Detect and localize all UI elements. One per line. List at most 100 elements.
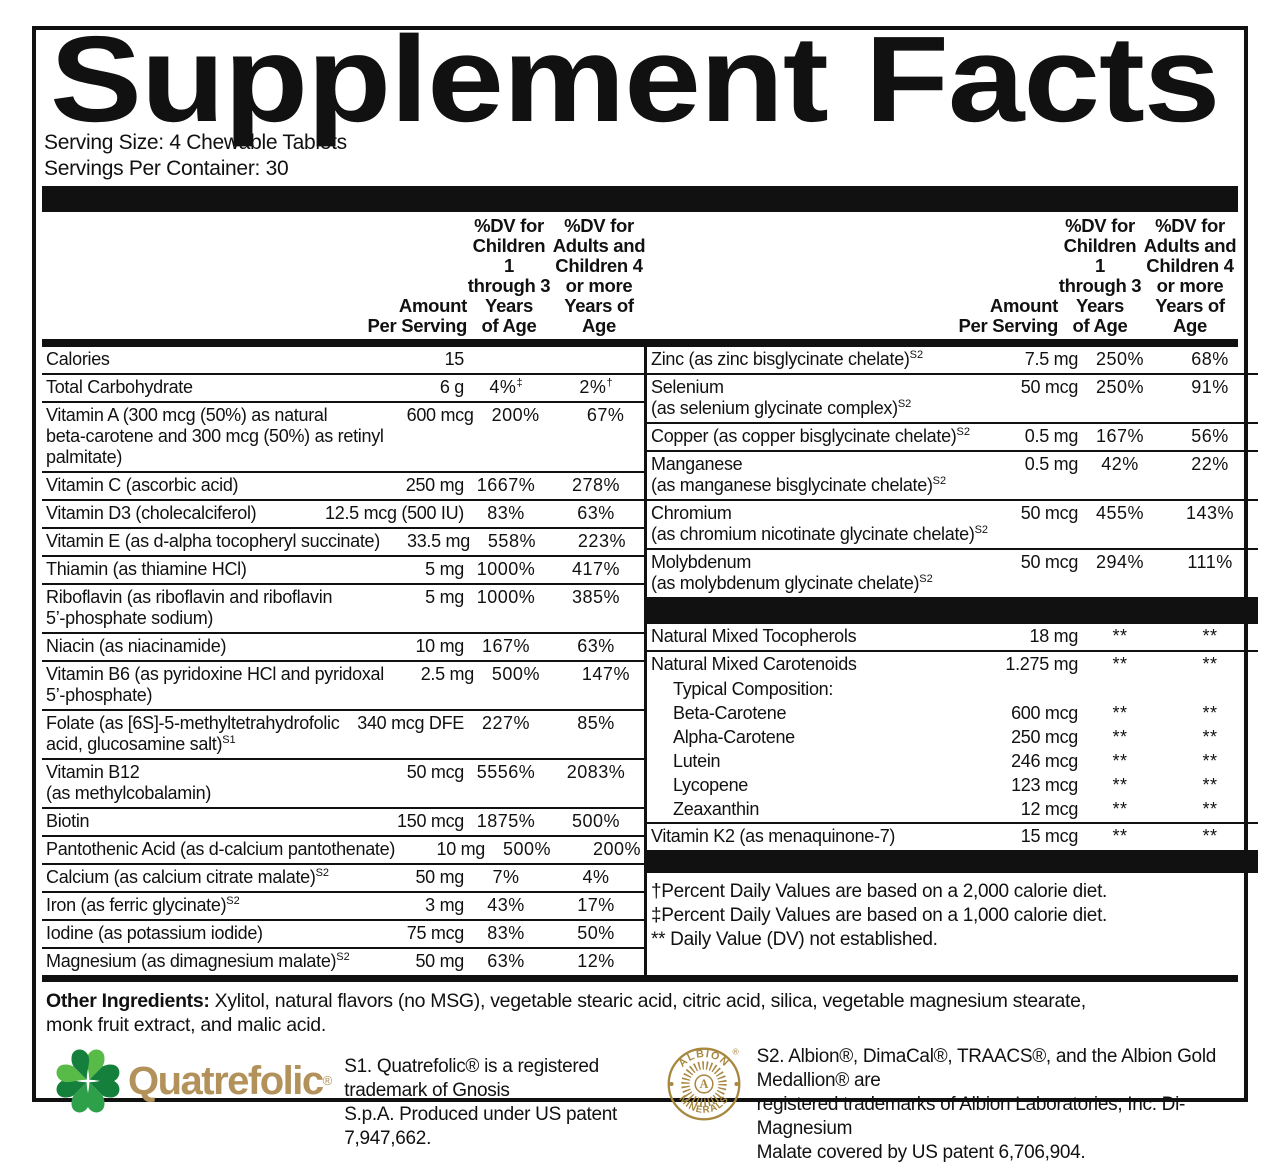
serving-info: Serving Size: 4 Chewable Tablets Serving…: [44, 130, 1238, 182]
amount-per-serving: 250 mg: [405, 475, 465, 495]
nutrient-name: Copper (as copper bisglycinate chelate)S…: [651, 426, 970, 446]
nutrient-name: Zeaxanthin: [673, 799, 760, 819]
dv-adults-value: 12%: [577, 951, 615, 971]
dv-children-value: 250%: [1096, 377, 1145, 397]
table-row: Biotin 150 mcg 1875% 500%: [42, 809, 644, 837]
nutrient-name: Natural Mixed Tocopherols: [651, 626, 857, 646]
header-underline-bar: [42, 339, 1238, 347]
dv-children-value: 7%: [492, 867, 520, 887]
amount-per-serving: 5 mg: [425, 559, 464, 579]
dv-adults-value: 2083%: [566, 762, 626, 782]
table-row: Magnesium (as dimagnesium malate)S2 50 mg…: [42, 949, 644, 975]
amount-per-serving: 7.5 mg: [1024, 349, 1079, 369]
nutrient-name: Molybdenum (as molybdenum glycinate chel…: [651, 552, 933, 593]
nutrient-name: Total Carbohydrate: [46, 377, 193, 397]
amount-per-serving: 1.275 mg: [1005, 654, 1079, 674]
table-row: Copper (as copper bisglycinate chelate)S…: [647, 424, 1259, 452]
amount-per-serving: 123 mcg: [1011, 775, 1079, 795]
nutrient-name: Beta-Carotene: [673, 703, 787, 723]
dv-children-value: 455%: [1096, 503, 1145, 523]
table-row: Molybdenum (as molybdenum glycinate chel…: [647, 550, 1258, 597]
dv-adults-value: 85%: [577, 713, 615, 733]
nutrient-name: Vitamin A (300 mcg (50%) as natural beta…: [46, 405, 384, 467]
dv-children-value: 1000%: [476, 559, 536, 579]
header-dv-children: %DV for Children 1 through 3 Years of Ag…: [1058, 215, 1142, 336]
dv-adults-value: **: [1202, 751, 1218, 771]
table-row: Manganese (as manganese bisglycinate che…: [647, 452, 1259, 501]
table-row: Natural Mixed Carotenoids 1.275 mg ** **: [647, 652, 1258, 678]
nutrient-name: Riboflavin (as riboflavin and riboflavin…: [46, 587, 333, 628]
table-row: Thiamin (as thiamine HCl) 5 mg 1000% 417%: [42, 557, 644, 585]
header-top-bar: [42, 186, 1238, 212]
nutrient-name: Vitamin B6 (as pyridoxine HCl and pyrido…: [46, 664, 384, 705]
amount-per-serving: 50 mcg: [406, 762, 465, 782]
amount-per-serving: 12 mcg: [1020, 799, 1079, 819]
nutrient-name: Vitamin K2 (as menaquinone-7): [651, 826, 896, 846]
s2-trademark-note: S2. Albion®, DimaCal®, TRAACS®, and the …: [756, 1046, 1217, 1163]
table-bottom-bar: [42, 975, 1238, 982]
nutrient-name: Chromium (as chromium nicotinate glycina…: [651, 503, 989, 544]
nutrient-column-right: Zinc (as zinc bisglycinate chelate)S2 7.5…: [647, 347, 1259, 975]
dv-adults-value: 67%: [586, 405, 625, 425]
dv-adults-value: **: [1202, 799, 1218, 819]
table-row: Riboflavin (as riboflavin and riboflavin…: [42, 585, 644, 634]
quatrefolic-wordmark: Quatrefolic: [128, 1058, 324, 1103]
dv-adults-value: 223%: [577, 531, 626, 551]
table-row: Natural Mixed Tocopherols 18 mg ** **: [647, 624, 1259, 652]
dv-children-value: 250%: [1096, 349, 1145, 369]
trademark-section: Quatrefolic ® S1. Quatrefolic® is a regis…: [52, 1045, 1238, 1165]
dv-children-value: 167%: [1096, 426, 1145, 446]
table-row: Vitamin C (ascorbic acid) 250 mg 1667% 278%: [42, 473, 644, 501]
amount-per-serving: 0.5 mg: [1024, 426, 1079, 446]
dv-adults-value: **: [1202, 654, 1218, 674]
table-row: Niacin (as niacinamide) 10 mg 167% 63%: [42, 634, 644, 662]
amount-per-serving: 75 mcg: [406, 923, 465, 943]
table-row: Iodine (as potassium iodide) 75 mcg 83% 50%: [42, 921, 644, 949]
amount-per-serving: 6 g: [439, 377, 464, 397]
amount-per-serving: 0.5 mg: [1024, 454, 1079, 474]
table-header-left: Amount Per Serving %DV for Children 1 th…: [42, 212, 647, 339]
dv-children-value: **: [1112, 775, 1128, 795]
nutrient-name: Folate (as [6S]-5-methyltetrahydrofolic …: [46, 713, 340, 754]
nutrient-name: Vitamin C (ascorbic acid): [46, 475, 239, 495]
dv-adults-value: 50%: [577, 923, 615, 943]
table-row: Zinc (as zinc bisglycinate chelate)S2 7.5…: [647, 347, 1259, 375]
amount-per-serving: 10 mg: [415, 636, 464, 656]
table-row: Folate (as [6S]-5-methyltetrahydrofolic …: [42, 711, 644, 760]
table-row: Vitamin A (300 mcg (50%) as natural beta…: [42, 403, 644, 473]
servings-per-container: Servings Per Container: 30: [44, 157, 289, 180]
amount-per-serving: 33.5 mg: [407, 531, 470, 551]
amount-per-serving: 150 mcg: [397, 811, 464, 831]
nutrient-name: Lutein: [673, 751, 721, 771]
nutrient-name: Typical Composition:: [673, 679, 834, 699]
table-row: Lutein 246 mcg ** **: [647, 750, 1258, 774]
amount-per-serving: 5 mg: [425, 587, 464, 607]
amount-per-serving: 18 mg: [1029, 626, 1079, 646]
dv-children-value: 500%: [502, 839, 552, 859]
table-row: Total Carbohydrate 6 g 4%‡ 2%†: [42, 375, 644, 403]
amount-per-serving: 2.5 mg: [420, 664, 475, 684]
amount-per-serving: 50 mcg: [1020, 552, 1079, 572]
nutrient-name: Magnesium (as dimagnesium malate)S2: [46, 951, 350, 971]
dv-adults-value: 111%: [1187, 552, 1233, 572]
footnotes: †Percent Daily Values are based on a 2,0…: [651, 881, 1108, 950]
nutrient-name: Alpha-Carotene: [673, 727, 795, 747]
dv-children-value: 558%: [487, 531, 536, 551]
supplement-facts-label-page: { "title": "Supplement Facts", "serving"…: [32, 18, 1259, 1163]
dv-adults-value: 68%: [1191, 349, 1229, 369]
dv-adults-value: 17%: [577, 895, 615, 915]
dv-adults-value: **: [1202, 626, 1218, 646]
s1-trademark-note: S1. Quatrefolic® is a registered tradema…: [344, 1056, 617, 1149]
dv-children-value: 4%‡: [489, 377, 523, 397]
table-row: Vitamin E (as d-alpha tocopheryl succina…: [42, 529, 644, 557]
dv-children-value: 83%: [487, 923, 525, 943]
nutrient-name: Natural Mixed Carotenoids: [651, 654, 857, 674]
dv-children-value: 200%: [491, 405, 540, 425]
nutrient-name: Niacin (as niacinamide): [46, 636, 227, 656]
amount-per-serving: 50 mg: [415, 867, 464, 887]
amount-per-serving: 10 mg: [436, 839, 486, 859]
table-row: Lycopene 123 mcg ** **: [647, 774, 1258, 798]
table-row: Typical Composition:: [647, 678, 1258, 702]
amount-per-serving: 50 mcg: [1020, 503, 1079, 523]
table-header-right: Amount Per Serving %DV for Children 1 th…: [647, 212, 1238, 339]
